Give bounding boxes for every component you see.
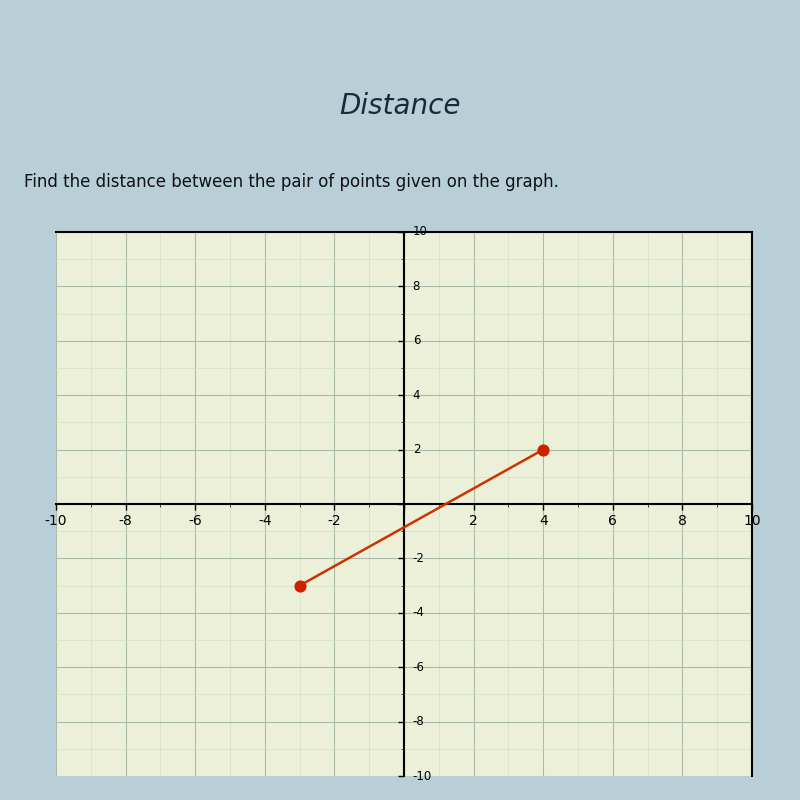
Point: [294, 579, 306, 592]
Text: 8: 8: [413, 280, 420, 293]
Text: 2: 2: [413, 443, 420, 456]
Text: 6: 6: [413, 334, 420, 347]
Text: 10: 10: [413, 226, 427, 238]
Text: -10: -10: [413, 770, 432, 782]
Point: [537, 443, 550, 456]
Text: -6: -6: [413, 661, 425, 674]
Text: Find the distance between the pair of points given on the graph.: Find the distance between the pair of po…: [24, 173, 559, 190]
Text: -8: -8: [413, 715, 425, 728]
Text: -4: -4: [413, 606, 425, 619]
Text: Distance: Distance: [339, 92, 461, 120]
Text: 4: 4: [413, 389, 420, 402]
Text: -2: -2: [413, 552, 425, 565]
